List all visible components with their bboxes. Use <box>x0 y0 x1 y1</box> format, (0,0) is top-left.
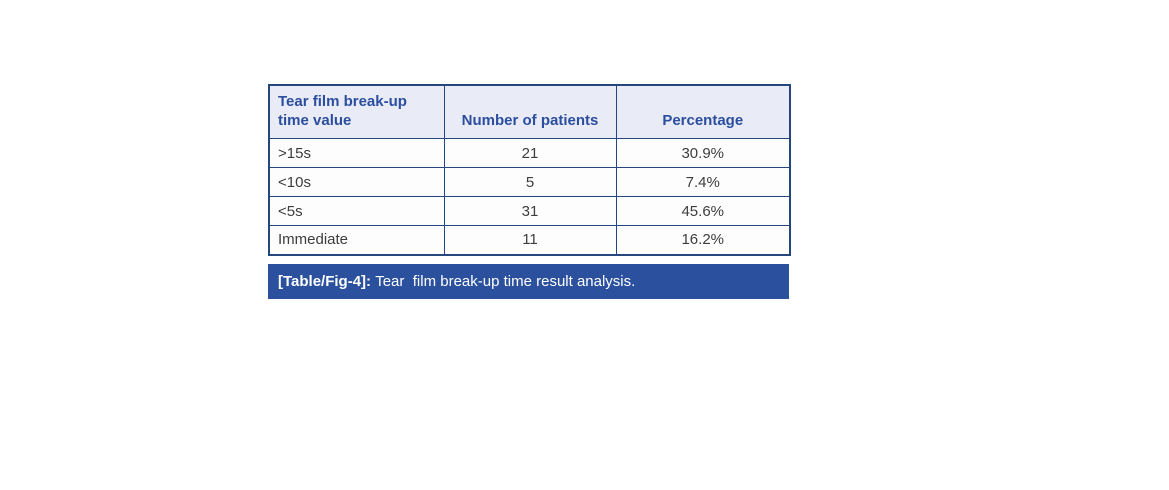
table-header: Tear film break-up time value Number of … <box>268 84 791 139</box>
caption-figure-tag: [Table/Fig-4]: <box>278 273 372 290</box>
cell-time-value: Immediate <box>268 225 445 255</box>
column-header-number-of-patients: Number of patients <box>443 84 617 139</box>
results-table-container: Tear film break-up time value Number of … <box>268 84 791 256</box>
column-header-break-up-time-value: Tear film break-up time value <box>268 84 445 139</box>
table-row: <10s 5 7.4% <box>268 167 791 197</box>
caption-text: Tear film break-up time result analysis. <box>371 273 636 290</box>
cell-patients: 31 <box>443 196 617 226</box>
column-header-percentage: Percentage <box>615 84 791 139</box>
cell-time-value: >15s <box>268 138 445 168</box>
table-row: Immediate 11 16.2% <box>268 225 791 255</box>
header-row: Tear film break-up time value Number of … <box>268 84 791 139</box>
table-row: >15s 21 30.9% <box>268 138 791 168</box>
cell-percentage: 16.2% <box>615 225 791 255</box>
cell-patients: 21 <box>443 138 617 168</box>
cell-percentage: 45.6% <box>615 196 791 226</box>
table-caption-bar: [Table/Fig-4]: Tear film break-up time r… <box>268 264 789 299</box>
cell-patients: 11 <box>443 225 617 255</box>
cell-time-value: <5s <box>268 196 445 226</box>
tear-film-results-table: Tear film break-up time value Number of … <box>268 84 791 256</box>
cell-time-value: <10s <box>268 167 445 197</box>
cell-percentage: 30.9% <box>615 138 791 168</box>
table-body: >15s 21 30.9% <10s 5 7.4% <5s 31 45.6% I… <box>268 138 791 255</box>
table-row: <5s 31 45.6% <box>268 196 791 226</box>
cell-patients: 5 <box>443 167 617 197</box>
cell-percentage: 7.4% <box>615 167 791 197</box>
